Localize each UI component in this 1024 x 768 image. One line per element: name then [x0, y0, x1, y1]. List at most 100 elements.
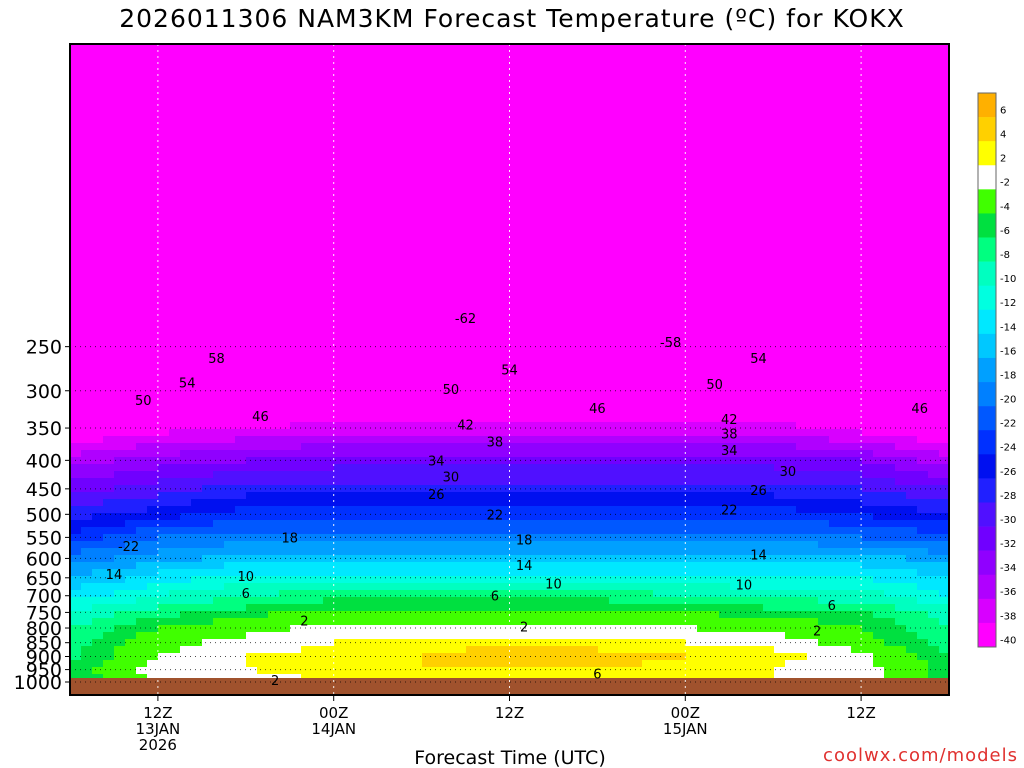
heat-cell	[334, 198, 346, 206]
heat-cell	[796, 352, 808, 360]
heat-cell	[158, 478, 170, 486]
heat-cell	[312, 240, 324, 248]
heat-cell	[433, 142, 445, 150]
heat-cell	[235, 352, 247, 360]
heat-cell	[631, 282, 643, 290]
heat-cell	[763, 275, 775, 283]
heat-cell	[675, 282, 687, 290]
heat-cell	[785, 135, 797, 143]
heat-cell	[708, 471, 720, 479]
heat-cell	[906, 352, 918, 360]
heat-cell	[147, 79, 159, 87]
heat-cell	[686, 387, 698, 395]
heat-cell	[235, 464, 247, 472]
heat-cell	[609, 170, 621, 178]
heat-cell	[807, 310, 819, 318]
heat-cell	[895, 121, 907, 129]
heat-cell	[719, 457, 731, 465]
heat-cell	[114, 310, 126, 318]
heat-cell	[499, 219, 511, 227]
heat-cell	[796, 65, 808, 73]
heat-cell	[301, 93, 313, 101]
heat-cell	[609, 226, 621, 234]
heat-cell	[477, 359, 489, 367]
heat-cell	[697, 240, 709, 248]
heat-cell	[136, 331, 148, 339]
heat-cell	[334, 135, 346, 143]
heat-cell	[323, 226, 335, 234]
heat-cell	[664, 296, 676, 304]
heat-cell	[301, 359, 313, 367]
heat-cell	[829, 163, 841, 171]
heat-cell	[554, 128, 566, 136]
heat-cell	[136, 240, 148, 248]
heat-cell	[169, 429, 181, 437]
heat-cell	[906, 317, 918, 325]
heat-cell	[851, 44, 863, 52]
heat-cell	[675, 408, 687, 416]
heat-cell	[235, 429, 247, 437]
heat-cell	[235, 345, 247, 353]
heat-cell	[279, 44, 291, 52]
heat-cell	[477, 79, 489, 87]
heat-cell	[92, 247, 104, 255]
heat-cell	[620, 268, 632, 276]
heat-cell	[620, 401, 632, 409]
heat-cell	[455, 345, 467, 353]
heat-cell	[301, 240, 313, 248]
heat-cell	[928, 65, 940, 73]
heat-cell	[125, 310, 137, 318]
heat-cell	[598, 380, 610, 388]
heat-cell	[367, 191, 379, 199]
heat-cell	[136, 282, 148, 290]
heat-cell	[818, 464, 830, 472]
heat-cell	[818, 72, 830, 80]
heat-cell	[532, 387, 544, 395]
heat-cell	[785, 219, 797, 227]
heat-cell	[202, 415, 214, 423]
heat-cell	[466, 44, 478, 52]
heat-cell	[169, 121, 181, 129]
heat-cell	[411, 408, 423, 416]
heat-cell	[422, 142, 434, 150]
heat-cell	[532, 359, 544, 367]
heat-cell	[851, 268, 863, 276]
heat-cell	[202, 184, 214, 192]
heat-cell	[290, 121, 302, 129]
heat-cell	[532, 443, 544, 451]
heat-cell	[345, 135, 357, 143]
heat-cell	[708, 149, 720, 157]
heat-cell	[873, 366, 885, 374]
heat-cell	[323, 198, 335, 206]
heat-cell	[257, 170, 269, 178]
heat-cell	[642, 184, 654, 192]
heat-cell	[477, 450, 489, 458]
heat-cell	[246, 128, 258, 136]
heat-cell	[752, 191, 764, 199]
heat-cell	[466, 401, 478, 409]
heat-cell	[510, 198, 522, 206]
heat-cell	[158, 338, 170, 346]
heat-cell	[730, 198, 742, 206]
heat-cell	[631, 324, 643, 332]
heat-cell	[895, 296, 907, 304]
heat-cell	[752, 373, 764, 381]
heat-cell	[675, 156, 687, 164]
heat-cell	[851, 93, 863, 101]
heat-cell	[224, 135, 236, 143]
heat-cell	[928, 471, 940, 479]
heat-cell	[587, 128, 599, 136]
heat-cell	[939, 191, 949, 199]
heat-cell	[378, 86, 390, 94]
heat-cell	[466, 86, 478, 94]
heat-cell	[807, 345, 819, 353]
heat-cell	[103, 114, 115, 122]
heat-cell	[763, 261, 775, 269]
heat-cell	[642, 324, 654, 332]
heat-cell	[587, 296, 599, 304]
heat-cell	[928, 58, 940, 66]
heat-cell	[81, 44, 93, 52]
heat-cell	[499, 240, 511, 248]
heat-cell	[532, 226, 544, 234]
heat-cell	[158, 51, 170, 59]
